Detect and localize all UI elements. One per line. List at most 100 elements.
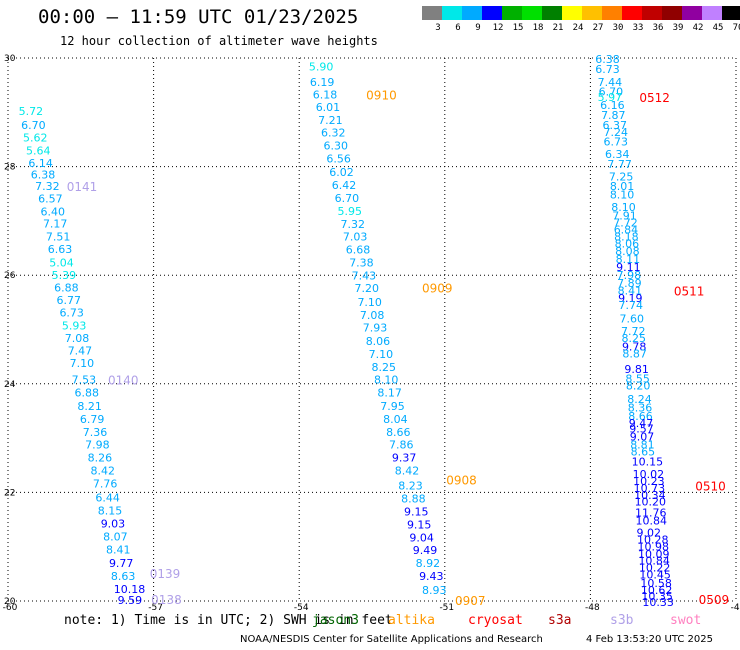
wave-height-value: 8.08 [615,245,640,258]
pass-time-label: 0509 [699,593,730,607]
colorbar-swatch [682,6,702,20]
wave-height-value: 6.42 [332,179,357,192]
wave-height-value: 7.17 [43,218,68,231]
wave-height-value: 10.20 [635,496,667,509]
colorbar-tick-label: 27 [592,23,604,33]
wave-height-value: 8.06 [615,238,640,251]
wave-height-value: 6.18 [313,88,338,101]
wave-height-value: 5.72 [19,105,44,118]
wave-height-value: 8.20 [626,379,651,392]
wave-height-value: 10.09 [638,548,670,561]
wave-height-value: 7.36 [83,426,108,439]
wave-height-value: 7.72 [621,325,646,338]
wave-height-value: 8.63 [111,570,135,583]
wave-height-value: 8.42 [395,465,420,478]
colorbar-tick-label: 21 [552,23,564,33]
colorbar-tick-label: 18 [532,23,544,33]
wave-height-value: 7.21 [318,114,343,127]
wave-height-value: 8.26 [88,452,113,465]
wave-height-value: 8.81 [630,439,655,452]
wave-height-value: 8.36 [628,402,653,415]
x-tick-label: -57 [148,603,163,613]
pass-time-label: 0909 [422,282,453,296]
colorbar-swatch [482,6,502,20]
wave-height-value: 7.10 [369,348,394,361]
colorbar-tick-label: 15 [512,23,524,33]
wave-height-value: 7.10 [357,296,382,309]
wave-height-value: 10.62 [641,584,673,597]
colorbar-tick-label: 3 [435,23,441,33]
wave-height-value: 8.23 [398,479,423,492]
wave-height-value: 9.49 [413,544,438,557]
x-tick-label: -51 [439,603,454,613]
wave-height-value: 9.04 [409,531,434,544]
wave-height-value: 8.04 [383,413,408,426]
wave-height-value: 8.66 [386,426,411,439]
wave-height-value: 9.03 [101,517,126,530]
wave-height-value: 7.25 [609,170,634,183]
wave-height-value: 7.03 [343,231,368,244]
wave-height-value: 9.11 [616,261,641,274]
wave-height-value: 10.45 [639,568,671,581]
wave-height-value: 6.30 [323,139,348,152]
colorbar-tick-label: 12 [492,23,504,33]
generation-timestamp: 4 Feb 13:53:20 UTC 2025 [586,634,713,645]
wave-height-value: 8.10 [610,188,635,201]
wave-height-value: 9.47 [629,417,654,430]
wave-height-value: 7.47 [68,345,93,358]
credit-text: NOAA/NESDIS Center for Satellite Applica… [240,634,543,645]
colorbar-tick-label: 45 [712,23,724,33]
wave-height-value: 7.87 [601,109,626,122]
wave-height-value: 7.51 [46,231,71,244]
wave-height-value: 8.93 [422,584,447,597]
wave-height-value: 8.21 [77,400,102,413]
satellite-legend-cryosat: cryosat [468,613,523,628]
footer-note: note: 1) Time is in UTC; 2) SWH is in fe… [64,613,393,628]
wave-height-value: 6.70 [21,119,46,132]
y-tick-label: 20 [4,597,16,607]
wave-height-value: 7.32 [340,218,365,231]
colorbar-swatch [502,6,522,20]
wave-height-value: 5.64 [26,144,51,157]
wave-height-value: 10.15 [632,455,664,468]
wave-height-value: 8.25 [621,332,646,345]
colorbar-swatch [582,6,602,20]
wave-height-value: 10.23 [633,475,665,488]
wave-height-value: 10.98 [637,541,669,554]
y-tick-label: 26 [4,271,16,281]
colorbar-swatch [602,6,622,20]
satellite-legend-jason3: jason3 [312,613,359,628]
wave-height-value: 7.38 [349,257,374,270]
colorbar-tick-label: 42 [692,23,704,33]
x-tick-label: -60 [3,603,18,613]
wave-height-value: 6.73 [59,307,83,320]
wave-height-value: 9.15 [404,505,429,518]
wave-height-value: 10.18 [114,583,146,596]
wave-height-value: 6.32 [321,126,346,139]
wave-height-value: 10.28 [637,534,669,547]
wave-height-value: 6.63 [48,243,73,256]
wave-height-value: 8.88 [401,492,426,505]
colorbar-swatch [442,6,462,20]
colorbar-tick-label: 36 [652,23,664,33]
wave-height-value: 9.19 [618,292,643,305]
wave-height-value: 8.66 [628,410,653,423]
satellite-legend-s3b: s3b [610,613,634,628]
wave-height-value: 7.98 [85,439,110,452]
wave-height-value: 7.74 [619,299,644,312]
colorbar-tick-label: 6 [455,23,461,33]
wave-height-value: 8.18 [614,231,639,244]
wave-height-value: 8.15 [98,504,123,517]
colorbar-swatch [562,6,582,20]
wave-height-value: 6.88 [74,386,99,399]
wave-height-value: 6.84 [614,224,639,237]
wave-height-value: 8.10 [611,201,636,214]
wave-height-value: 9.81 [624,363,649,376]
wave-height-value: 10.35 [641,590,673,603]
wave-height-value: 10.84 [638,554,670,567]
wave-height-value: 6.16 [600,99,625,112]
y-tick-label: 22 [4,488,15,498]
wave-height-value: 10.22 [639,561,671,574]
wave-height-value: 7.20 [355,282,380,295]
wave-height-value: 7.76 [93,478,118,491]
